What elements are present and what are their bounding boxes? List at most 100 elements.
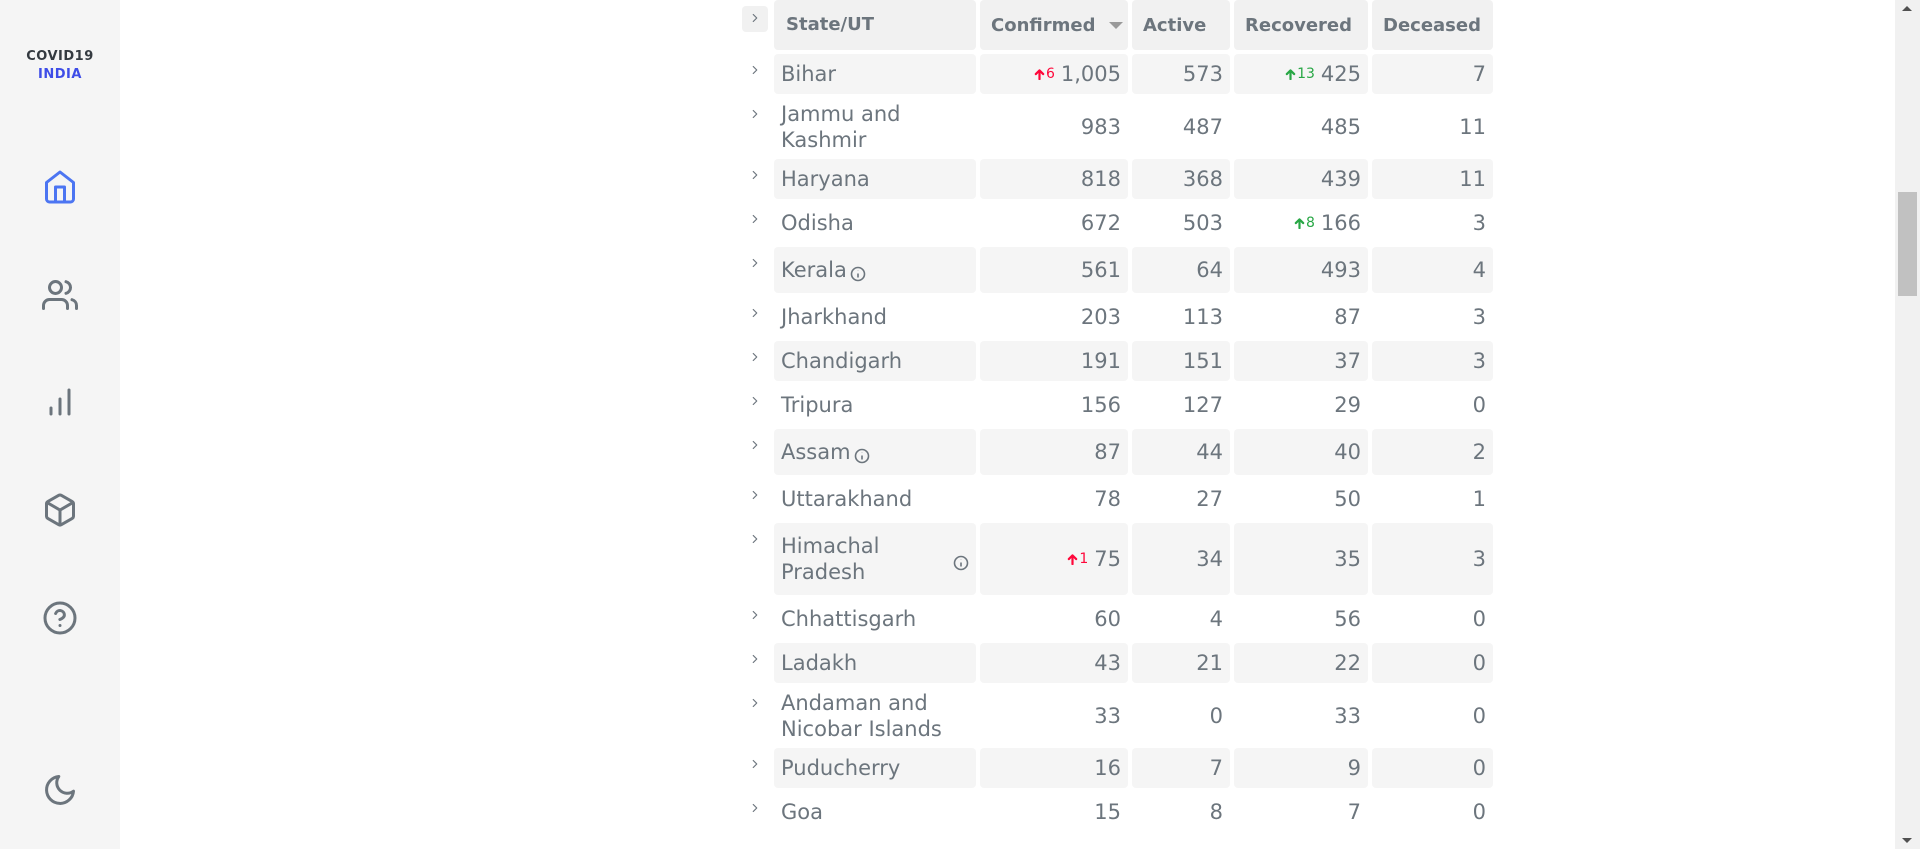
table-row[interactable]: Tripura 156 127 29 0 <box>742 385 1493 425</box>
active-value: 487 <box>1183 115 1223 139</box>
recovered-cell: 40 <box>1234 429 1368 475</box>
confirmed-value: 672 <box>1081 211 1121 235</box>
row-expand-toggle[interactable] <box>742 341 774 381</box>
bar-chart-icon[interactable] <box>39 381 81 423</box>
active-value: 44 <box>1196 440 1223 464</box>
active-cell: 503 <box>1132 203 1230 243</box>
confirmed-value: 15 <box>1094 800 1121 824</box>
scrollbar-thumb[interactable] <box>1898 192 1917 296</box>
table-row[interactable]: Ladakh 43 21 22 0 <box>742 643 1493 683</box>
row-expand-toggle[interactable] <box>742 643 774 683</box>
confirmed-cell: 191 <box>980 341 1128 381</box>
row-expand-toggle[interactable] <box>742 247 774 293</box>
row-expand-toggle[interactable] <box>742 98 774 155</box>
table-row[interactable]: Puducherry 16 7 9 0 <box>742 748 1493 788</box>
recovered-value: 439 <box>1321 167 1361 191</box>
row-expand-toggle[interactable] <box>742 203 774 243</box>
chevron-right-icon <box>748 608 762 622</box>
deceased-value: 0 <box>1473 704 1486 728</box>
app-logo[interactable]: COVID19 INDIA <box>0 48 120 84</box>
state-name: Jharkhand <box>781 304 887 330</box>
table-row[interactable]: Odisha 672 503 8 166 3 <box>742 203 1493 243</box>
deceased-value: 0 <box>1473 800 1486 824</box>
chevron-right-icon <box>748 212 762 226</box>
info-icon[interactable] <box>854 444 870 460</box>
confirmed-cell: 33 <box>980 687 1128 744</box>
table-row[interactable]: Goa 15 8 7 0 <box>742 792 1493 832</box>
table-row[interactable]: Haryana 818 368 439 11 <box>742 159 1493 199</box>
table-row[interactable]: Kerala 561 64 493 4 <box>742 247 1493 293</box>
table-row[interactable]: Andaman and Nicobar Islands 33 0 33 0 <box>742 687 1493 744</box>
confirmed-value: 60 <box>1094 607 1121 631</box>
confirmed-value: 818 <box>1081 167 1121 191</box>
deceased-value: 0 <box>1473 607 1486 631</box>
header-deceased[interactable]: Deceased <box>1372 0 1493 50</box>
state-name: Tripura <box>781 392 853 418</box>
deceased-value: 0 <box>1473 651 1486 675</box>
deceased-value: 3 <box>1473 305 1486 329</box>
confirmed-cell: 43 <box>980 643 1128 683</box>
row-expand-toggle[interactable] <box>742 54 774 94</box>
recovered-value: 35 <box>1334 547 1361 571</box>
row-expand-toggle[interactable] <box>742 297 774 337</box>
expand-all-toggle[interactable] <box>742 0 774 50</box>
deceased-cell: 0 <box>1372 687 1493 744</box>
table-row[interactable]: Chandigarh 191 151 37 3 <box>742 341 1493 381</box>
row-expand-toggle[interactable] <box>742 599 774 639</box>
arrow-up-icon <box>1067 554 1078 565</box>
row-expand-toggle[interactable] <box>742 792 774 832</box>
active-value: 4 <box>1210 607 1223 631</box>
table-row[interactable]: Chhattisgarh 60 4 56 0 <box>742 599 1493 639</box>
recovered-value: 425 <box>1321 62 1361 86</box>
scrollbar[interactable] <box>1895 0 1920 849</box>
header-confirmed[interactable]: Confirmed <box>980 0 1128 50</box>
row-expand-toggle[interactable] <box>742 159 774 199</box>
row-expand-toggle[interactable] <box>742 429 774 475</box>
table-row[interactable]: Jharkhand 203 113 87 3 <box>742 297 1493 337</box>
deceased-cell: 2 <box>1372 429 1493 475</box>
table-row[interactable]: Jammu and Kashmir 983 487 485 11 <box>742 98 1493 155</box>
help-circle-icon[interactable] <box>39 597 81 639</box>
header-state[interactable]: State/UT <box>774 0 976 50</box>
info-icon[interactable] <box>953 551 969 567</box>
recovered-cell: 37 <box>1234 341 1368 381</box>
home-icon[interactable] <box>39 166 81 208</box>
moon-icon[interactable] <box>39 769 81 811</box>
row-expand-toggle[interactable] <box>742 748 774 788</box>
info-icon[interactable] <box>850 262 866 278</box>
row-expand-toggle[interactable] <box>742 687 774 744</box>
chevron-right-icon <box>748 394 762 408</box>
arrow-up-icon <box>1294 218 1305 229</box>
header-active[interactable]: Active <box>1132 0 1230 50</box>
row-expand-toggle[interactable] <box>742 479 774 519</box>
active-value: 21 <box>1196 651 1223 675</box>
row-expand-toggle[interactable] <box>742 523 774 595</box>
recovered-cell: 35 <box>1234 523 1368 595</box>
scroll-down-arrow-icon[interactable] <box>1902 838 1912 843</box>
chevron-right-icon <box>748 350 762 364</box>
confirmed-value: 33 <box>1094 704 1121 728</box>
table-row[interactable]: Uttarakhand 78 27 50 1 <box>742 479 1493 519</box>
state-name: Haryana <box>781 166 870 192</box>
scroll-up-arrow-icon[interactable] <box>1902 6 1912 11</box>
state-name-cell: Chhattisgarh <box>774 599 976 639</box>
users-icon[interactable] <box>39 274 81 316</box>
row-expand-toggle[interactable] <box>742 385 774 425</box>
chevron-right-icon <box>748 11 762 25</box>
table-row[interactable]: Himachal Pradesh 1 75 34 35 3 <box>742 523 1493 595</box>
recovered-value: 166 <box>1321 211 1361 235</box>
deceased-value: 11 <box>1459 167 1486 191</box>
confirmed-cell: 1 75 <box>980 523 1128 595</box>
confirmed-cell: 16 <box>980 748 1128 788</box>
package-icon[interactable] <box>39 489 81 531</box>
header-recovered[interactable]: Recovered <box>1234 0 1368 50</box>
table-row[interactable]: Bihar 6 1,005 573 13 425 7 <box>742 54 1493 94</box>
deceased-value: 11 <box>1459 115 1486 139</box>
table-row[interactable]: Assam 87 44 40 2 <box>742 429 1493 475</box>
recovered-delta-value: 13 <box>1297 66 1315 82</box>
deceased-cell: 0 <box>1372 748 1493 788</box>
recovered-cell: 439 <box>1234 159 1368 199</box>
confirmed-value: 87 <box>1094 440 1121 464</box>
deceased-value: 3 <box>1473 349 1486 373</box>
state-name-cell: Odisha <box>774 203 976 243</box>
